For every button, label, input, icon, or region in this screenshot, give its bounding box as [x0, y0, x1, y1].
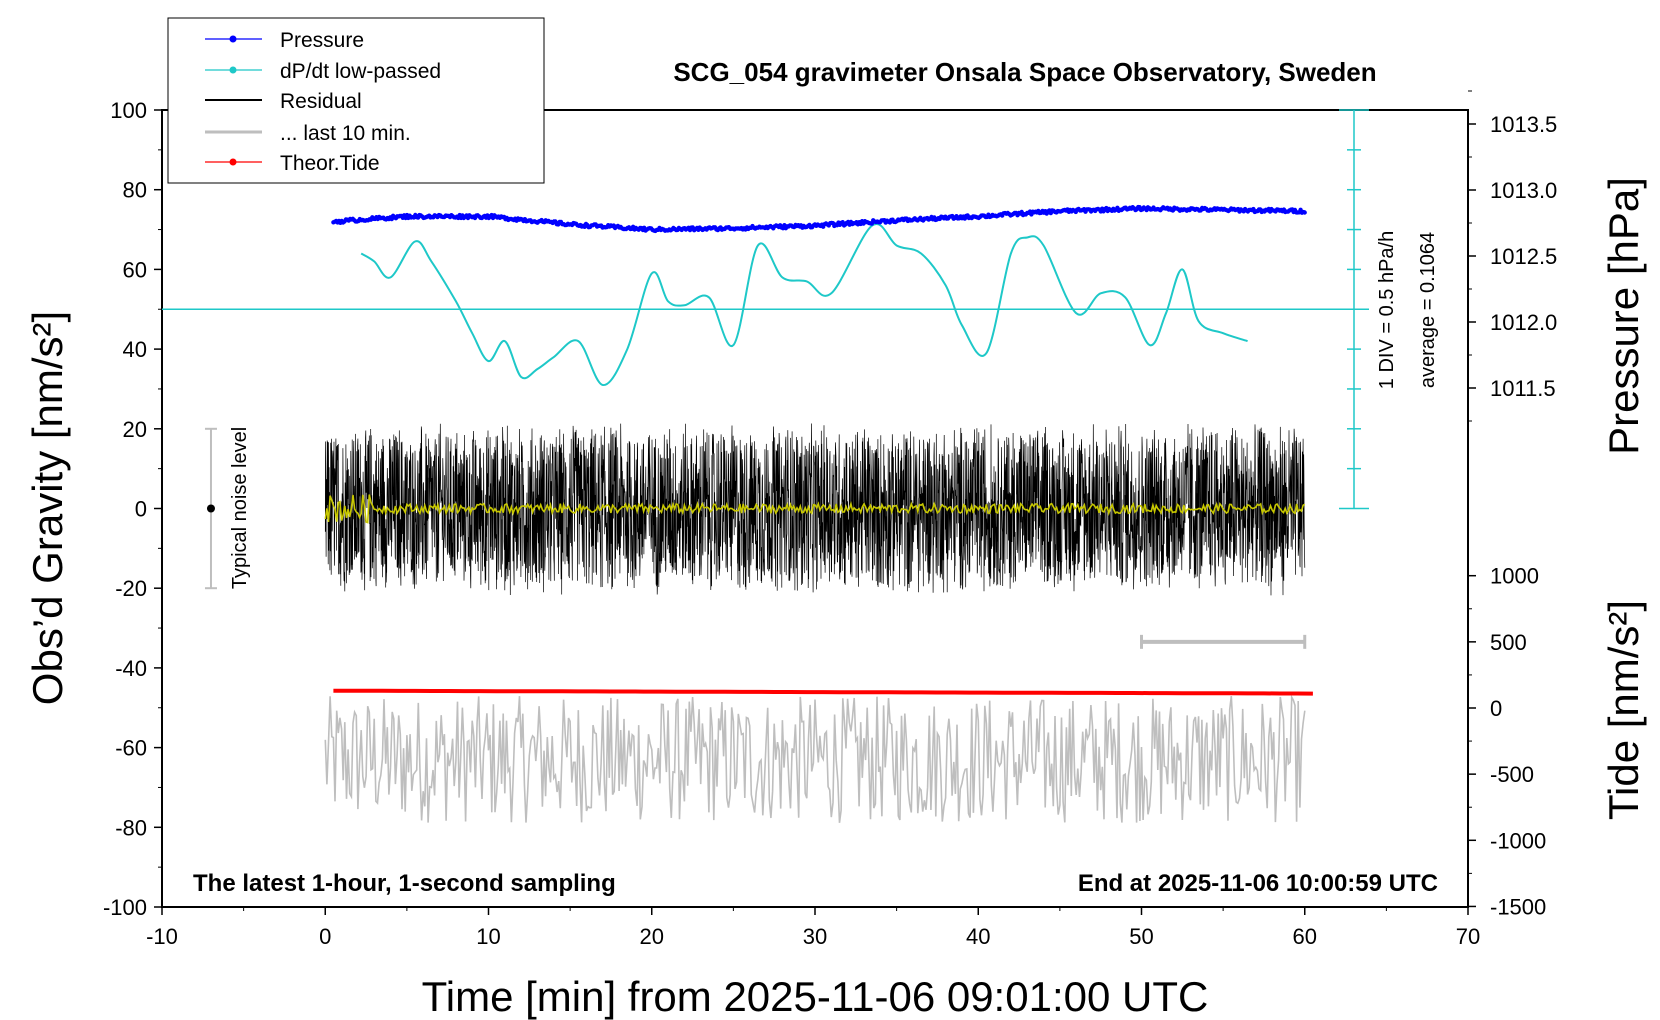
tide-tick-label: 500: [1490, 630, 1527, 655]
y-tick-label: 40: [123, 337, 147, 362]
x-axis-title: Time [min] from 2025-11-06 09:01:00 UTC: [422, 973, 1209, 1020]
tide-tick-label: -1500: [1490, 894, 1546, 919]
legend-dpdt-marker: [229, 66, 237, 74]
x-tick-label: 20: [640, 924, 664, 949]
legend-item-last10: ... last 10 min.: [205, 122, 411, 145]
legend: Pressure dP/dt low-passed Residual ... l…: [167, 17, 545, 184]
tide-tick-label: 1000: [1490, 564, 1539, 589]
y-axis-title-pressure: Pressure [hPa]: [1600, 177, 1647, 455]
y-tick-label: -40: [115, 656, 147, 681]
x-tick-label: 50: [1129, 924, 1153, 949]
annotation-marks-layer: [162, 109, 1369, 649]
legend-item-residual: Residual: [205, 90, 362, 113]
y-tick-label: -60: [115, 736, 147, 761]
pressure-trace: [331, 204, 1307, 234]
last-10-min-trace: [324, 694, 1306, 823]
x-tick-label: 60: [1293, 924, 1317, 949]
y-tick-label: -80: [115, 815, 147, 840]
noise-level-label: Typical noise level: [229, 427, 251, 589]
x-tick-label: 0: [319, 924, 331, 949]
y-tick-label: 0: [135, 497, 147, 522]
sampling-note: The latest 1-hour, 1-second sampling: [193, 870, 616, 897]
y-tick-label: 20: [123, 417, 147, 442]
residual-trace: [324, 423, 1306, 596]
tide-tick-label: -500: [1490, 762, 1534, 787]
theor-tide-trace: [333, 688, 1313, 696]
legend-item-dpdt: dP/dt low-passed: [205, 60, 441, 83]
end-time-note: End at 2025-11-06 10:00:59 UTC: [1078, 870, 1438, 897]
tide-tick-label: 0: [1490, 696, 1502, 721]
pressure-tick-label: 1012.0: [1490, 310, 1557, 335]
legend-pressure-marker: [229, 35, 237, 43]
tide-tick-label: -1000: [1490, 828, 1546, 853]
x-tick-label: 10: [476, 924, 500, 949]
pressure-tick-label: 1012.5: [1490, 244, 1557, 269]
y-tick-label: 80: [123, 178, 147, 203]
pressure-tick-label: 1013.0: [1490, 178, 1557, 203]
y-tick-label: -100: [103, 895, 147, 920]
y-tick-label: 100: [110, 98, 147, 123]
legend-tide-marker: [229, 158, 237, 166]
chart-title: SCG_054 gravimeter Onsala Space Observat…: [673, 57, 1376, 87]
pressure-tick-label: 1013.5: [1490, 112, 1557, 137]
average-label: average = 0.1064: [1417, 232, 1439, 388]
legend-item-pressure: Pressure: [205, 29, 364, 52]
y-tick-label: -20: [115, 576, 147, 601]
x-tick-label: 70: [1456, 924, 1480, 949]
y-axis-title-tide: Tide [nm/s²]: [1600, 600, 1647, 820]
series-layer: [324, 204, 1313, 823]
x-tick-label: -10: [146, 924, 178, 949]
div-label: 1 DIV = 0.5 hPa/h: [1376, 231, 1398, 389]
x-tick-label: 30: [803, 924, 827, 949]
x-tick-label: 40: [966, 924, 990, 949]
low-pass-trace: [324, 494, 1306, 524]
dpdt-trace: [360, 222, 1248, 386]
legend-pressure-label: Pressure: [280, 29, 364, 52]
pressure-tick-label: 1011.5: [1490, 376, 1556, 401]
legend-residual-label: Residual: [280, 90, 362, 113]
legend-item-tide: Theor.Tide: [205, 152, 380, 175]
noise-level-marker: [206, 504, 215, 513]
legend-tide-label: Theor.Tide: [280, 152, 380, 175]
legend-dpdt-label: dP/dt low-passed: [280, 60, 441, 83]
y-tick-label: 60: [123, 257, 147, 282]
legend-last10-label: ... last 10 min.: [280, 122, 411, 145]
axis-ticks-layer: -10 0 10 20 30 40 50 60 70100806040200-20-40-60-…: [103, 90, 1557, 949]
y-axis-title-left: Obs’d Gravity [nm/s²]: [24, 311, 71, 705]
